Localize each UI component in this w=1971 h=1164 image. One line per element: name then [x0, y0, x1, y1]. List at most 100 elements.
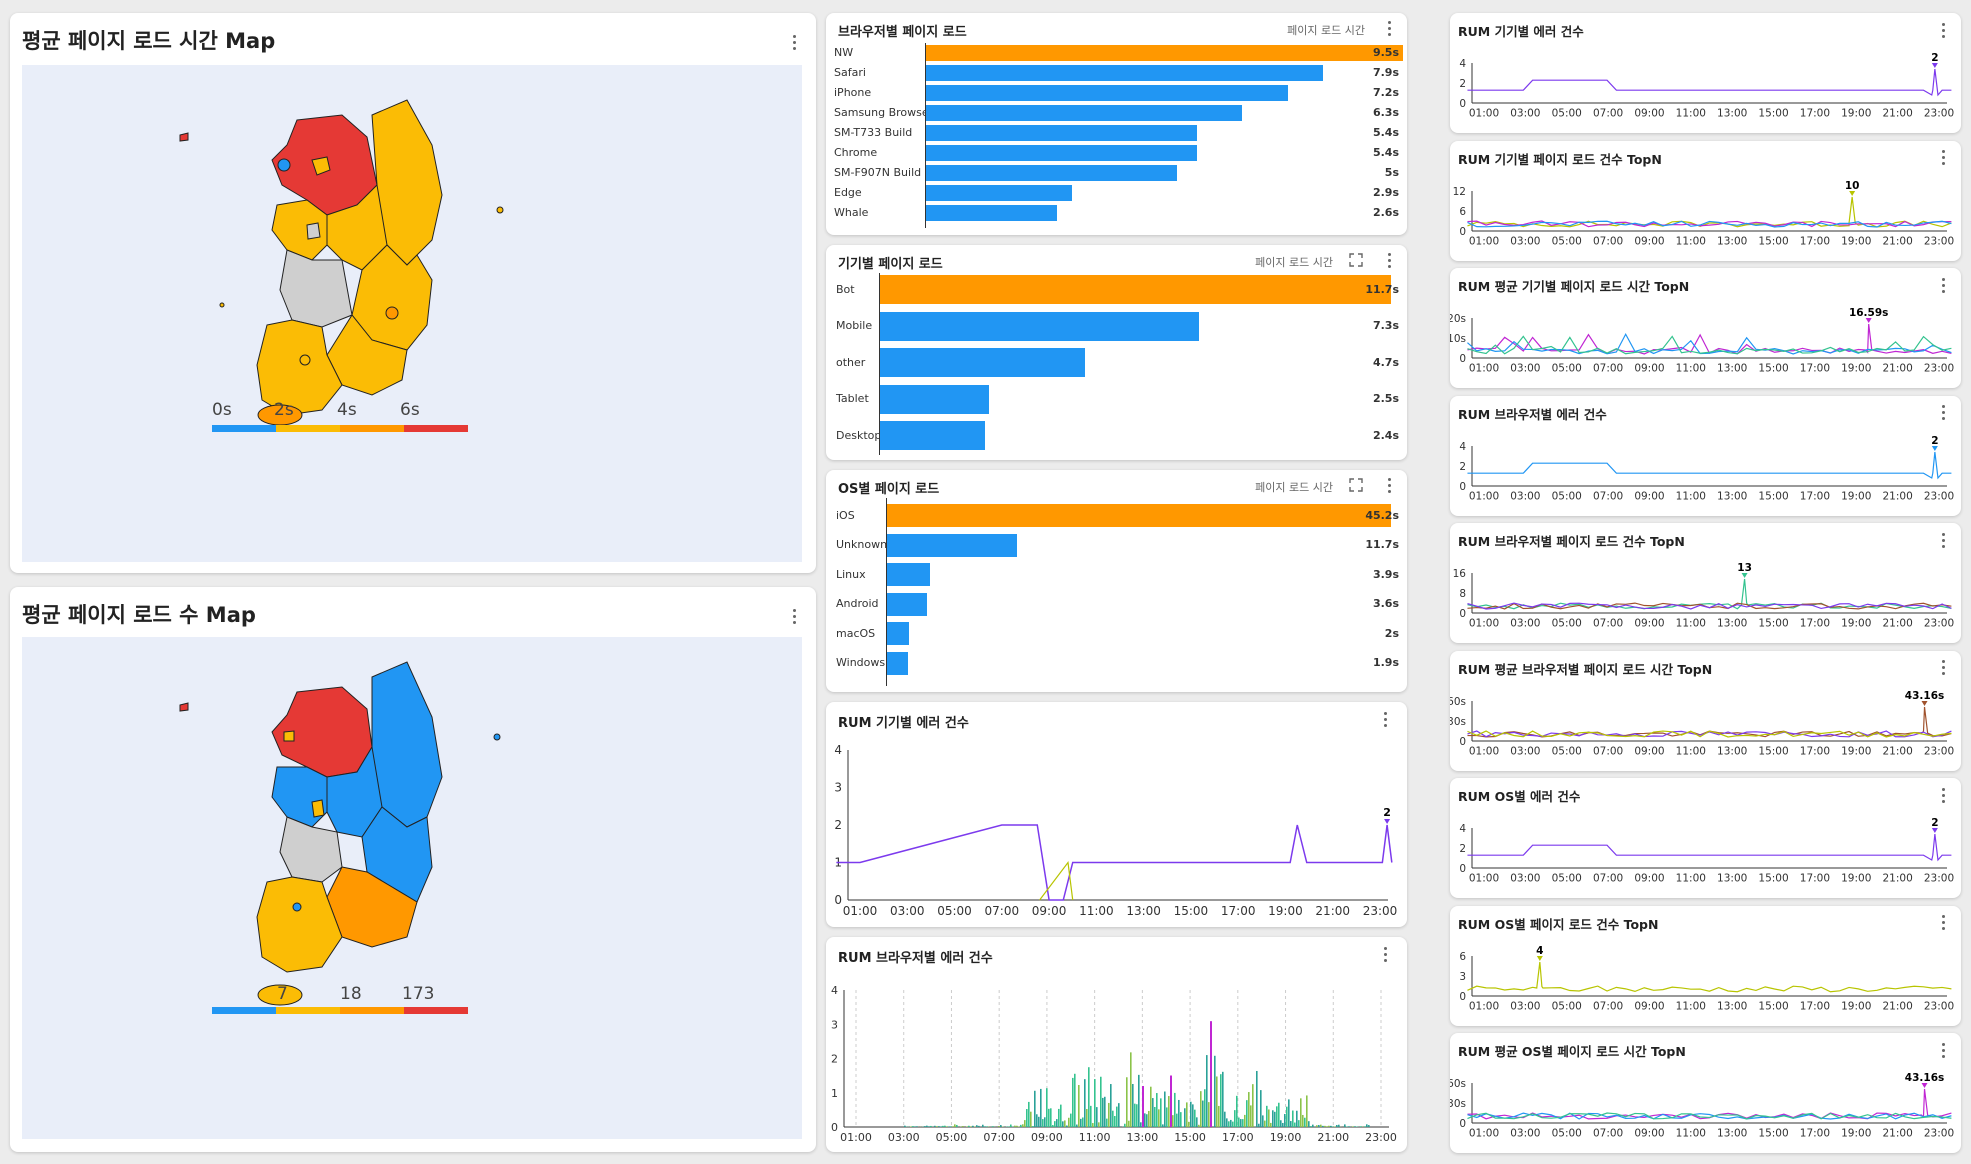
- bar[interactable]: [1330, 1125, 1332, 1127]
- more-options-icon[interactable]: [1381, 474, 1397, 496]
- bar[interactable]: [1206, 1055, 1208, 1127]
- bar-row[interactable]: Whale 2.6s: [826, 205, 1407, 221]
- bar[interactable]: [1356, 1126, 1358, 1127]
- bar[interactable]: [887, 622, 910, 645]
- bar[interactable]: [1034, 1090, 1036, 1127]
- bar[interactable]: [1354, 1126, 1356, 1127]
- bar[interactable]: [1266, 1105, 1268, 1127]
- bar[interactable]: [1066, 1125, 1068, 1127]
- bar-row[interactable]: Unknown 11.7s: [826, 533, 1407, 557]
- bar[interactable]: [930, 1125, 932, 1127]
- line-chart[interactable]: 6 3 001:00 03:00 05:00 07:00 09:00 11:00 13:00 15…: [1450, 906, 1961, 1026]
- bar[interactable]: [954, 1124, 956, 1127]
- bar-row[interactable]: Edge 2.9s: [826, 185, 1407, 201]
- bar[interactable]: [1098, 1122, 1100, 1127]
- bar[interactable]: [1218, 1105, 1220, 1127]
- series-line[interactable]: [1467, 220, 1952, 228]
- bar[interactable]: [1160, 1098, 1162, 1127]
- bar[interactable]: [1096, 1107, 1098, 1127]
- bar[interactable]: [1286, 1106, 1288, 1127]
- bar[interactable]: [887, 592, 928, 616]
- more-options-icon[interactable]: [786, 605, 802, 627]
- bar[interactable]: [1306, 1095, 1308, 1127]
- bar[interactable]: [1118, 1103, 1120, 1127]
- bar[interactable]: [926, 185, 1072, 201]
- bar[interactable]: [880, 348, 1086, 377]
- bar[interactable]: [984, 1126, 986, 1127]
- more-options-icon[interactable]: [1935, 147, 1951, 169]
- bar[interactable]: [1050, 1108, 1052, 1127]
- bar[interactable]: [1032, 1126, 1034, 1127]
- bar[interactable]: [1274, 1111, 1276, 1127]
- bar[interactable]: [1176, 1113, 1178, 1127]
- bar[interactable]: [904, 1125, 906, 1127]
- bar[interactable]: [1140, 1122, 1142, 1127]
- bar[interactable]: [1364, 1126, 1366, 1127]
- bar[interactable]: [948, 1126, 950, 1127]
- bar[interactable]: [1238, 1117, 1240, 1127]
- series-line[interactable]: [1467, 729, 1952, 738]
- bar[interactable]: [1288, 1099, 1290, 1127]
- bar[interactable]: [926, 105, 1243, 121]
- bar-row[interactable]: Tablet 2.5s: [826, 384, 1407, 414]
- bar[interactable]: [1184, 1108, 1186, 1127]
- bar[interactable]: [962, 1125, 964, 1127]
- bar[interactable]: [978, 1125, 980, 1127]
- bar[interactable]: [1010, 1124, 1012, 1127]
- bar[interactable]: [1290, 1121, 1292, 1127]
- more-options-icon[interactable]: [1377, 943, 1393, 965]
- bar[interactable]: [1278, 1102, 1280, 1127]
- bar[interactable]: [926, 125, 1198, 141]
- bar[interactable]: [1070, 1113, 1072, 1127]
- bar[interactable]: [1284, 1113, 1286, 1127]
- bar[interactable]: [1298, 1120, 1300, 1127]
- bar[interactable]: [1056, 1119, 1058, 1127]
- series-line[interactable]: [1467, 833, 1952, 862]
- bar[interactable]: [1308, 1121, 1310, 1127]
- bar[interactable]: [1040, 1088, 1042, 1127]
- bar[interactable]: [1076, 1124, 1078, 1127]
- bar-row[interactable]: Samsung Browser 6.3s: [826, 105, 1407, 121]
- more-options-icon[interactable]: [1935, 657, 1951, 679]
- more-options-icon[interactable]: [1381, 249, 1397, 271]
- bar[interactable]: [1216, 1076, 1218, 1127]
- bar[interactable]: [1008, 1126, 1010, 1127]
- bar[interactable]: [1294, 1122, 1296, 1127]
- bar[interactable]: [1080, 1118, 1082, 1127]
- bar[interactable]: [1312, 1124, 1314, 1127]
- bar[interactable]: [1082, 1117, 1084, 1127]
- line-chart[interactable]: 16 8 001:00 03:00 05:00 07:00 09:00 11:00 13:00 1…: [1450, 523, 1961, 643]
- bar[interactable]: [1208, 1102, 1210, 1127]
- bar[interactable]: [926, 145, 1198, 161]
- bar-row[interactable]: Bot 11.7s: [826, 275, 1407, 304]
- bar[interactable]: [1242, 1119, 1244, 1127]
- bar[interactable]: [1332, 1126, 1334, 1127]
- bar[interactable]: [938, 1126, 940, 1127]
- bar[interactable]: [1158, 1109, 1160, 1127]
- bar[interactable]: [1292, 1110, 1294, 1127]
- series-line[interactable]: [1467, 602, 1952, 610]
- more-options-icon[interactable]: [1377, 708, 1393, 730]
- bar[interactable]: [1328, 1125, 1330, 1127]
- bar[interactable]: [942, 1125, 944, 1127]
- bar[interactable]: [1244, 1114, 1246, 1127]
- bar[interactable]: [1114, 1116, 1116, 1127]
- bar-row[interactable]: Desktop 2.4s: [826, 421, 1407, 450]
- series-line[interactable]: [1467, 1088, 1952, 1120]
- series-line[interactable]: [1467, 219, 1952, 227]
- line-chart[interactable]: 60s 30s 001:00 03:00 05:00 07:00 09:00 11:00 13:…: [1450, 1033, 1961, 1153]
- bar[interactable]: [1126, 1077, 1128, 1127]
- series-line[interactable]: [1467, 961, 1952, 992]
- bar[interactable]: [1194, 1109, 1196, 1127]
- more-options-icon[interactable]: [786, 31, 802, 53]
- bar[interactable]: [1108, 1102, 1110, 1127]
- bar[interactable]: [1018, 1126, 1020, 1127]
- bar[interactable]: [1094, 1079, 1096, 1127]
- bar[interactable]: [1174, 1092, 1176, 1127]
- bar[interactable]: [952, 1126, 954, 1127]
- line-chart[interactable]: 12 6 001:00 03:00 05:00 07:00 09:00 11:00 13:00 1…: [1450, 141, 1961, 261]
- bar[interactable]: [1130, 1052, 1132, 1127]
- bar[interactable]: [926, 85, 1288, 101]
- bar[interactable]: [1258, 1123, 1260, 1127]
